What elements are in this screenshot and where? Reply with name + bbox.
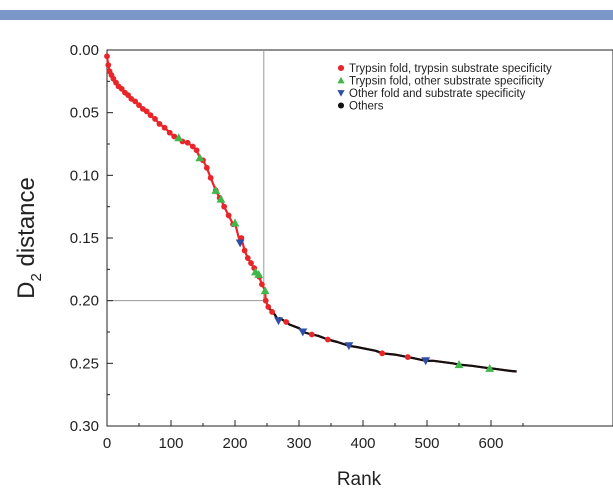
data-point	[225, 212, 232, 219]
data-point	[221, 203, 228, 210]
y-tick-label: 0.00	[70, 42, 99, 59]
data-point	[235, 239, 245, 248]
data-point	[265, 304, 272, 310]
curve	[105, 56, 517, 373]
y-axis-title: D2 distance	[13, 177, 45, 299]
data-point	[156, 121, 163, 127]
data-point	[379, 350, 386, 357]
x-tick-label: 0	[103, 435, 111, 452]
data-point	[118, 85, 125, 92]
x-tick-label: 100	[158, 435, 183, 452]
data-point	[143, 108, 150, 115]
data-point	[125, 92, 132, 99]
x-tick-label: 200	[222, 435, 247, 452]
legend-marker	[337, 102, 345, 109]
data-point	[184, 139, 191, 146]
data-point	[262, 297, 269, 304]
data-point	[324, 336, 331, 343]
y-tick-label: 0.10	[70, 167, 99, 184]
data-point	[248, 260, 254, 266]
curve-red-segment	[105, 56, 517, 373]
y-axis-title-subscript: 2	[28, 273, 45, 281]
legend-marker	[337, 90, 345, 97]
data-point	[241, 247, 248, 254]
legend-label: Others	[349, 101, 384, 113]
data-point	[404, 354, 411, 360]
data-point	[254, 269, 264, 278]
data-point	[166, 129, 173, 136]
data-point	[189, 143, 196, 150]
data-point	[152, 116, 158, 122]
data-point	[161, 124, 168, 131]
x-axis-title: Rank	[337, 469, 382, 490]
legend: Trypsin fold, trypsin substrate specific…	[337, 63, 552, 113]
legend-label: Trypsin fold, trypsin substrate specific…	[349, 63, 552, 75]
y-tick-label: 0.30	[70, 418, 99, 435]
x-tick-label: 600	[478, 435, 503, 452]
legend-label: Other fold and substrate specificity	[349, 88, 526, 100]
top-banner	[0, 0, 613, 20]
legend-marker	[337, 64, 345, 72]
data-point	[238, 235, 245, 241]
y-axis: 0.00 0.05 0.10 0.15 0.20 0.25 0.30	[70, 42, 113, 435]
data-point	[258, 281, 265, 288]
data-point	[147, 112, 154, 119]
data-markers	[104, 53, 495, 372]
data-point	[195, 153, 205, 162]
data-point	[274, 317, 283, 326]
x-axis: 0 100 200 300 400 500 600	[103, 420, 524, 452]
legend-marker	[337, 76, 345, 84]
data-point	[216, 194, 226, 203]
y-axis-title-main: D	[13, 282, 40, 299]
data-point	[203, 164, 210, 171]
data-point	[171, 133, 178, 140]
data-point	[211, 185, 221, 194]
data-point	[174, 133, 184, 142]
data-point	[136, 102, 142, 109]
legend-label: Trypsin fold, other substrate specificit…	[349, 76, 544, 88]
top-banner-band	[0, 10, 613, 20]
data-point	[132, 98, 139, 105]
y-tick-label: 0.15	[70, 230, 99, 247]
data-point	[485, 363, 495, 372]
x-tick-label: 400	[350, 435, 375, 452]
data-point	[105, 62, 112, 68]
reference-lines	[107, 50, 265, 302]
data-point	[260, 286, 270, 295]
data-point	[230, 218, 240, 227]
y-tick-label: 0.05	[70, 105, 99, 122]
data-point	[344, 342, 354, 351]
data-point	[421, 357, 431, 366]
x-tick-label: 500	[414, 435, 439, 452]
data-point	[104, 53, 110, 60]
data-point	[207, 174, 214, 181]
x-tick-label: 300	[286, 435, 311, 452]
data-point	[298, 328, 308, 337]
data-point	[244, 255, 251, 261]
data-point	[308, 331, 315, 338]
data-point	[269, 309, 276, 315]
data-point	[283, 319, 290, 325]
y-tick-label: 0.20	[70, 293, 99, 310]
y-axis-title-suffix: distance	[13, 177, 40, 273]
curve-black-segment	[267, 306, 517, 373]
data-point	[193, 147, 200, 154]
y-tick-label: 0.25	[70, 355, 99, 372]
data-point	[454, 360, 464, 369]
